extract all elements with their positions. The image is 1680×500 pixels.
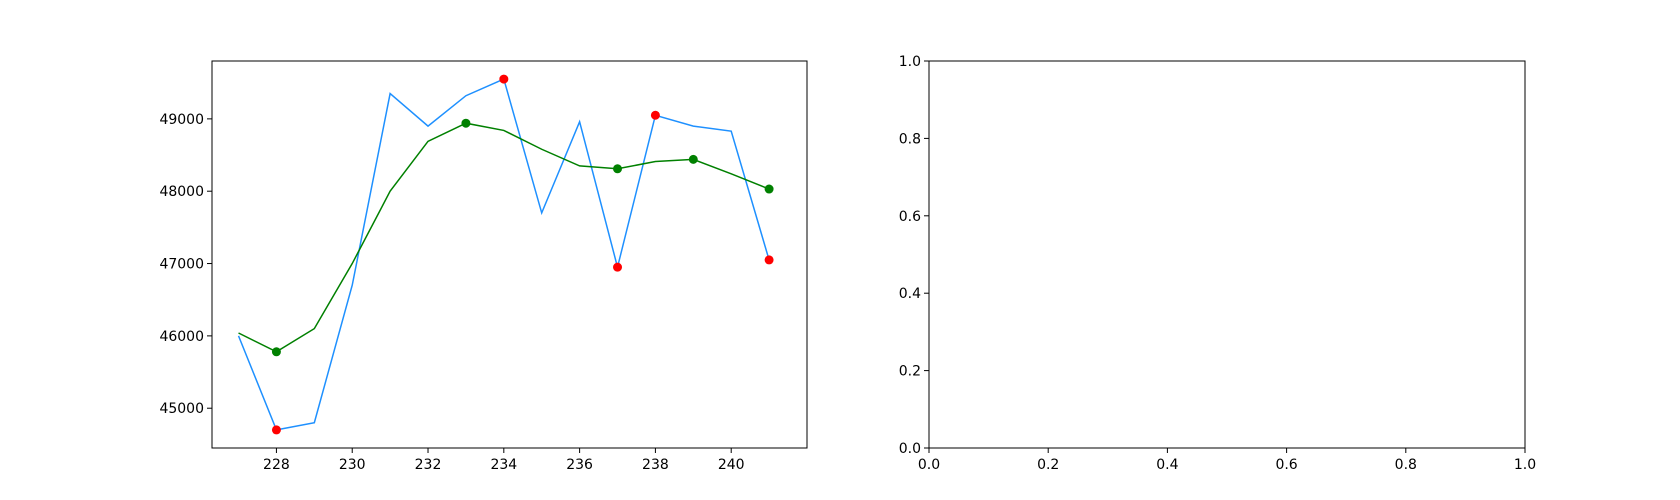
x-tick-label: 232: [415, 457, 442, 473]
x-tick-label: 0.2: [1037, 457, 1059, 473]
x-tick-label: 230: [339, 457, 366, 473]
data-point: [613, 262, 623, 272]
y-tick-label: 0.6: [899, 209, 921, 225]
data-point: [499, 74, 509, 84]
axes-frame: [928, 60, 1526, 449]
x-tick-label: 0.6: [1275, 457, 1297, 473]
axes-frame: [211, 60, 808, 449]
y-tick-label: 0.8: [899, 131, 921, 147]
y-tick-label: 0.4: [899, 286, 921, 302]
data-point: [688, 154, 698, 164]
x-tick-label: 0.8: [1395, 457, 1417, 473]
data-point: [650, 110, 660, 120]
x-tick-label: 240: [718, 457, 745, 473]
data-point: [764, 255, 774, 265]
data-point: [271, 347, 281, 357]
x-tick-label: 236: [566, 457, 593, 473]
y-tick-label: 45000: [159, 401, 204, 417]
y-tick-label: 0.0: [899, 441, 921, 457]
x-tick-label: 0.4: [1156, 457, 1178, 473]
series-line-0: [237, 78, 770, 431]
data-point: [613, 164, 623, 174]
series-line-1: [238, 122, 770, 353]
y-tick-label: 47000: [159, 257, 204, 273]
y-tick-label: 46000: [159, 329, 204, 345]
data-point: [461, 118, 471, 128]
x-tick-label: 1.0: [1514, 457, 1536, 473]
y-tick-label: 1.0: [899, 54, 921, 70]
chart-left: 228 230 232 234 236 238 240 45000 46000 47000 4800…: [159, 60, 808, 473]
x-tick-label: 0.0: [918, 457, 940, 473]
y-tick-label: 49000: [159, 112, 204, 128]
y-tick-label: 48000: [159, 184, 204, 200]
chart-right: 0.0 0.2 0.4 0.6 0.8 1.0 0.0 0.2 0.4 0.6 0.8 1.0: [899, 54, 1536, 473]
data-point: [764, 184, 774, 194]
x-tick-label: 238: [642, 457, 669, 473]
y-tick-label: 0.2: [899, 364, 921, 380]
data-point: [271, 425, 281, 435]
x-tick-label: 228: [263, 457, 290, 473]
x-tick-label: 234: [490, 457, 517, 473]
